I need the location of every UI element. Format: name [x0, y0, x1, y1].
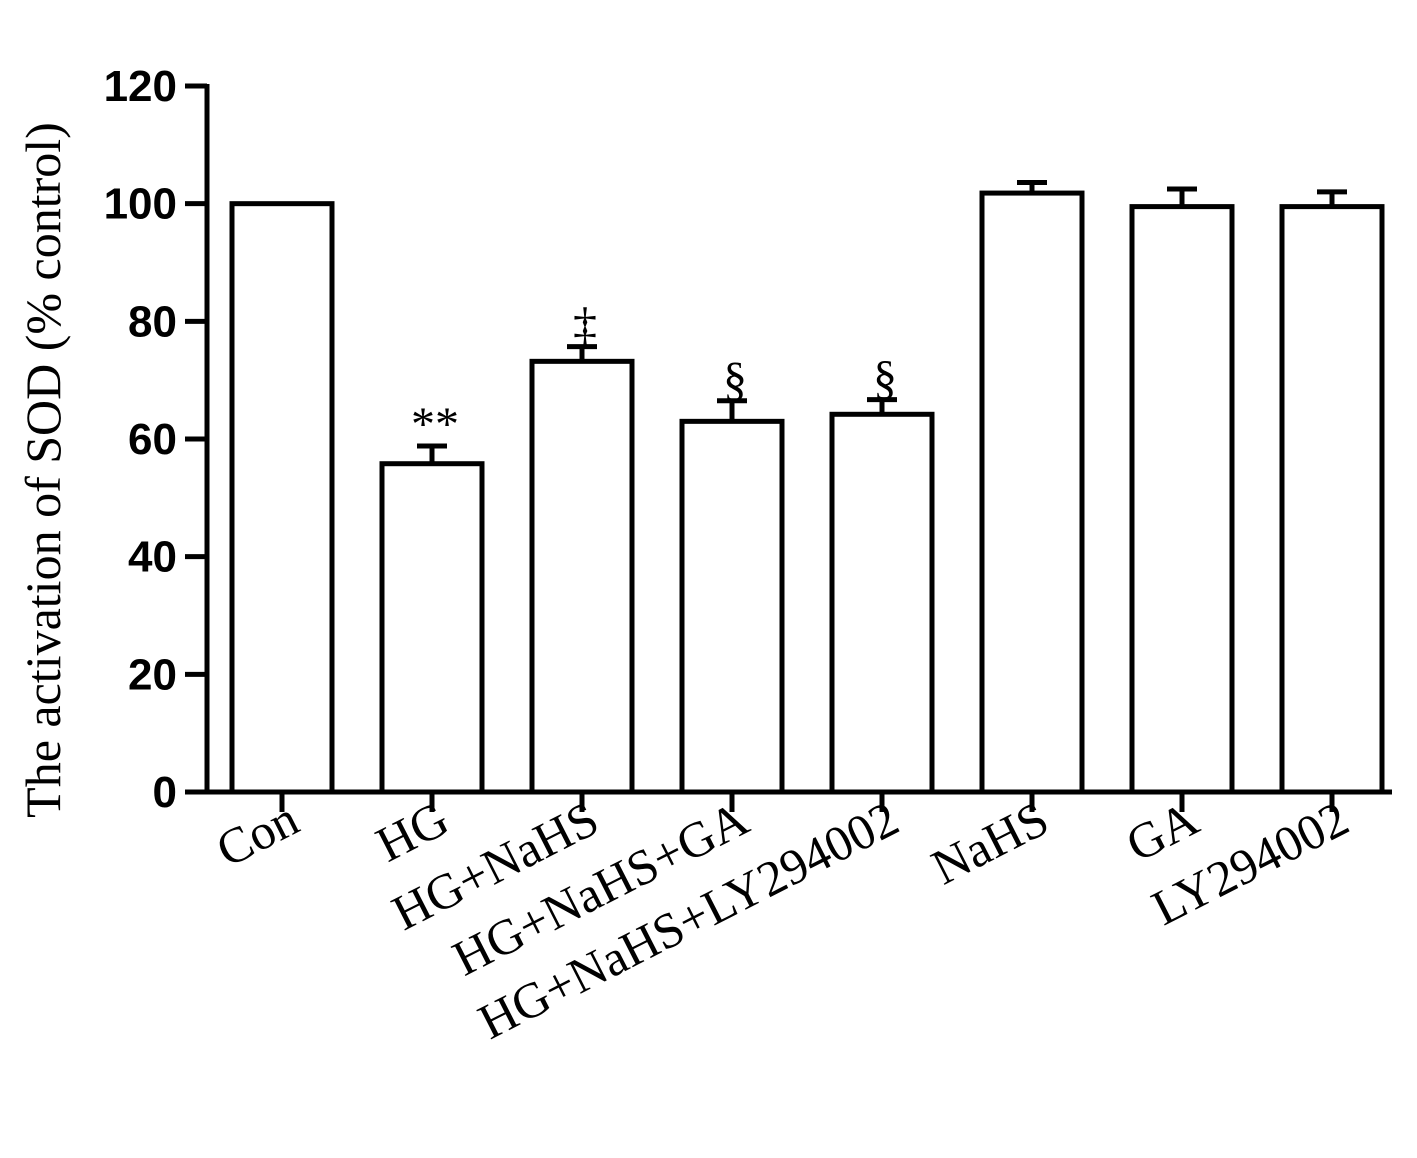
y-tick-label: 20	[128, 650, 177, 699]
y-tick-label: 80	[128, 297, 177, 346]
bar	[829, 411, 935, 795]
significance-annotation: **	[411, 398, 459, 451]
y-tick-label: 100	[104, 180, 177, 229]
x-category-label: Con	[207, 790, 307, 878]
significance-annotation: ‡	[573, 299, 597, 352]
bar	[679, 418, 785, 795]
y-tick-label: 40	[128, 533, 177, 582]
bar	[379, 461, 485, 795]
significance-annotation: §	[723, 353, 747, 406]
y-tick-label: 120	[104, 62, 177, 111]
bar	[1279, 204, 1385, 795]
bar	[979, 190, 1085, 795]
x-category-label: NaHS	[923, 790, 1057, 895]
y-tick-label: 60	[128, 415, 177, 464]
bar	[1129, 204, 1235, 795]
bar	[229, 201, 335, 795]
bar	[529, 358, 635, 795]
y-axis-title: The activation of SOD (% control)	[15, 122, 71, 818]
y-tick-label: 0	[153, 768, 177, 817]
significance-annotation: §	[873, 352, 897, 405]
